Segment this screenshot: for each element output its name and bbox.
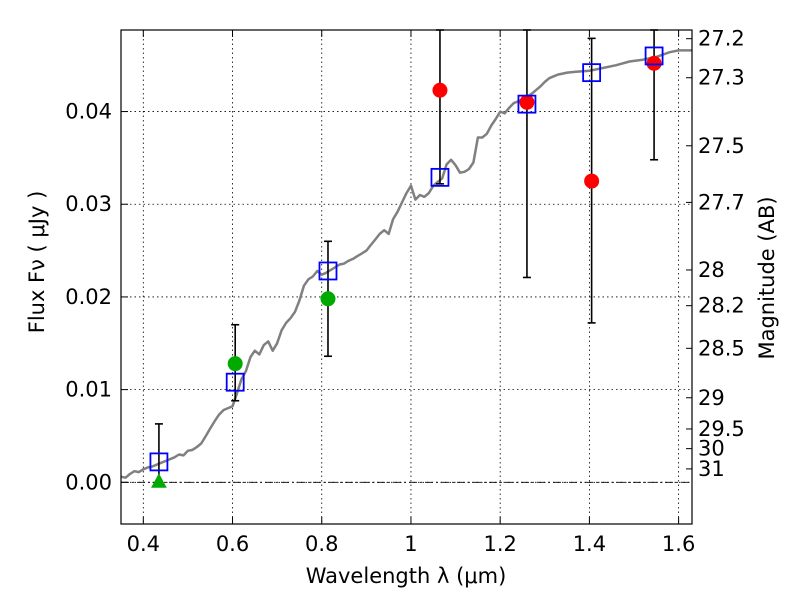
magnitude-tick-label: 29.5: [698, 417, 745, 441]
model-photometry-marker: [644, 46, 664, 66]
x-tick-label: 0.4: [127, 532, 160, 556]
observed-flux-marker: [227, 356, 243, 372]
model-spectrum-line: [120, 49, 692, 479]
x-ticks: 0.4 0.6 0.8 1 1.2 1.4 1.6: [127, 30, 695, 556]
y-tick-label: 0.02: [65, 285, 112, 309]
magnitude-tick-label: 27.3: [698, 66, 745, 90]
grid-lines: [121, 30, 692, 524]
magnitude-tick-label: 27.5: [698, 134, 745, 158]
magnitude-tick-label: 30: [698, 437, 725, 461]
x-axis-label: Wavelength λ (μm): [306, 564, 507, 588]
magnitude-tick-label: 28: [698, 258, 725, 282]
observed-flux-marker: [519, 94, 535, 110]
magnitude-tick-label: 27.7: [698, 190, 745, 214]
x-tick-label: 0.8: [305, 532, 338, 556]
model-photometry-marker: [582, 63, 602, 83]
plot-frame: [120, 29, 693, 525]
magnitude-tick-label: 28.2: [698, 294, 745, 318]
y-tick-label: 0.01: [65, 378, 112, 402]
magnitude-axis-label: Magnitude (AB): [755, 196, 779, 359]
model-spectrum-layer: [120, 49, 692, 479]
y-tick-label: 0.00: [65, 470, 112, 494]
model-photometry-marker: [318, 261, 338, 281]
y-tick-label: 0.03: [65, 192, 112, 216]
observed-flux-marker: [432, 82, 448, 98]
x-tick-label: 1.4: [573, 532, 606, 556]
x-tick-label: 0.6: [216, 532, 249, 556]
model-photometry-marker: [430, 167, 450, 187]
observed-flux-marker: [320, 291, 336, 307]
x-tick-label: 1.6: [662, 532, 695, 556]
observed-upper-limit-marker: [151, 473, 167, 488]
model-photometry-marker: [149, 452, 169, 472]
y-ticks: 0.00 0.01 0.02 0.03 0.04: [65, 100, 128, 494]
magnitude-tick-label: 29: [698, 386, 725, 410]
observed-flux-marker: [646, 55, 662, 71]
magnitude-tick-label: 31: [698, 457, 725, 481]
x-tick-label: 1.2: [483, 532, 516, 556]
observed-flux-marker: [584, 173, 600, 189]
model-photometry-marker: [225, 372, 245, 392]
model-photometry-layer: [149, 46, 664, 472]
y-tick-label: 0.04: [65, 100, 112, 124]
model-photometry-marker: [517, 94, 537, 114]
y-axis-label: Flux Fν ( μJy ): [25, 191, 49, 334]
observed-points-layer: [151, 55, 662, 488]
magnitude-tick-label: 27.2: [698, 27, 745, 51]
magnitude-tick-label: 28.5: [698, 336, 745, 360]
error-bars-layer: [154, 29, 659, 484]
x-tick-label: 1: [404, 532, 417, 556]
